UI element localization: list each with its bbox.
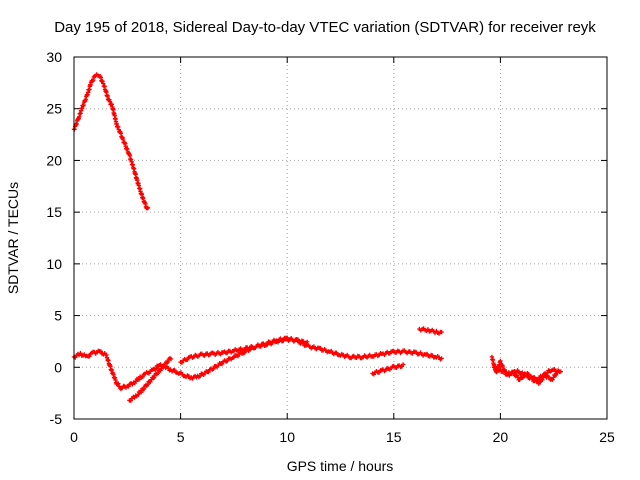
y-tick-label: 0 xyxy=(54,359,62,375)
x-tick-label: 25 xyxy=(599,429,615,445)
data-point xyxy=(197,373,203,379)
data-point xyxy=(185,357,190,362)
x-tick-label: 0 xyxy=(70,429,78,445)
y-tick-label: 20 xyxy=(46,152,62,168)
data-point xyxy=(151,375,157,380)
data-point xyxy=(537,380,542,385)
x-axis-label: GPS time / hours xyxy=(287,458,394,474)
data-point xyxy=(98,349,104,354)
data-point xyxy=(140,374,145,379)
x-tick-label: 20 xyxy=(493,429,509,445)
y-axis-label: SDTVAR / TECUs xyxy=(5,182,21,294)
data-segment xyxy=(71,72,151,211)
data-point xyxy=(556,369,561,374)
data-point xyxy=(128,398,133,403)
data-point xyxy=(126,384,131,389)
data-point xyxy=(91,77,96,83)
data-point xyxy=(165,359,170,365)
y-tick-label: 15 xyxy=(46,204,62,220)
data-point xyxy=(155,371,160,376)
data-point xyxy=(141,386,147,392)
data-point xyxy=(139,390,144,395)
data-point xyxy=(551,375,556,380)
chart-title: Day 195 of 2018, Sidereal Day-to-day VTE… xyxy=(54,19,596,36)
data-point xyxy=(439,329,444,335)
data-point xyxy=(168,356,174,362)
data-point xyxy=(153,366,159,371)
grid xyxy=(74,57,607,419)
data-point xyxy=(546,374,552,380)
y-tick-label: 10 xyxy=(46,256,62,272)
y-tick-label: 25 xyxy=(46,101,62,117)
data-segment xyxy=(178,336,310,365)
data-point xyxy=(305,339,310,345)
plot-frame xyxy=(73,56,608,420)
data-point xyxy=(513,370,519,375)
data-point xyxy=(540,374,546,379)
data-point xyxy=(87,354,92,359)
data-points xyxy=(71,72,563,403)
data-point xyxy=(145,382,150,387)
data-point xyxy=(136,377,142,382)
x-tick-label: 15 xyxy=(386,429,402,445)
data-point xyxy=(116,381,121,386)
data-point xyxy=(495,365,500,371)
data-point xyxy=(400,362,406,367)
data-point xyxy=(145,205,151,210)
data-point xyxy=(78,350,83,356)
data-point xyxy=(219,361,225,367)
data-point xyxy=(162,364,167,369)
data-point xyxy=(225,358,230,364)
x-tick-label: 10 xyxy=(279,429,295,445)
y-tick-label: -5 xyxy=(50,411,63,427)
data-point xyxy=(525,373,530,378)
x-tick-label: 5 xyxy=(177,429,185,445)
data-segment xyxy=(491,365,561,384)
data-segment xyxy=(417,326,444,336)
y-tick-label: 30 xyxy=(46,49,62,65)
data-point xyxy=(536,377,541,382)
data-segment xyxy=(127,356,174,403)
data-segment xyxy=(370,362,406,377)
data-point xyxy=(211,366,216,371)
data-point xyxy=(498,367,503,372)
y-tick-label: 5 xyxy=(54,308,62,324)
data-point xyxy=(206,369,211,375)
data-point xyxy=(439,356,444,361)
data-point xyxy=(135,392,141,397)
